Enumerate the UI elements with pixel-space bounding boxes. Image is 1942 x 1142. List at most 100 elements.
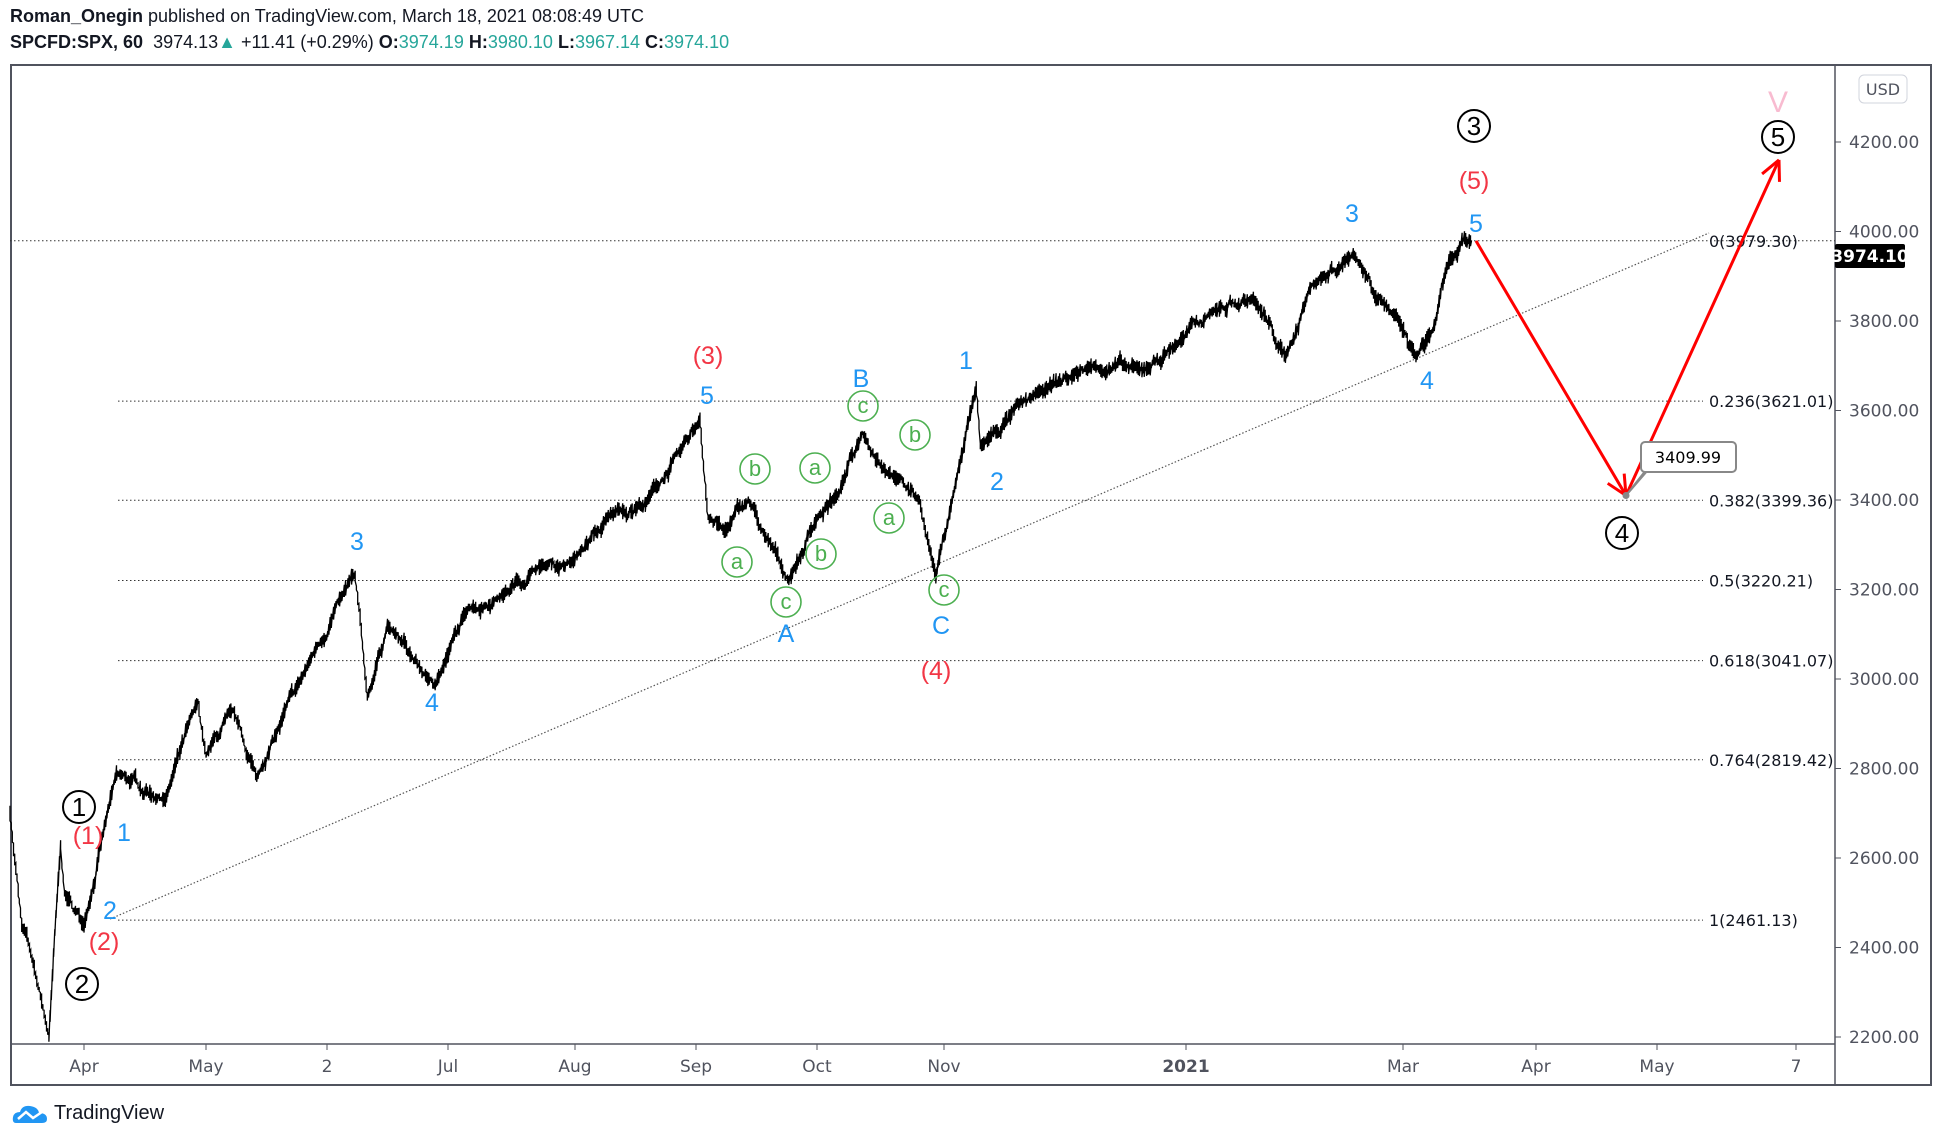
y-tick-label: 2400.00: [1849, 939, 1919, 959]
wave-label-circle: [62, 790, 96, 824]
wave-label-circle: [928, 574, 960, 606]
x-tick-label: 7: [1791, 1057, 1802, 1077]
wave-label: C: [932, 612, 950, 640]
wave-label-circle: [1761, 120, 1795, 154]
y-tick-label: 2200.00: [1849, 1028, 1919, 1048]
logo-text: TradingView: [54, 1102, 165, 1124]
wave-label: 3: [1467, 111, 1481, 141]
wave-label: c: [858, 393, 869, 418]
publish-text: published on TradingView.com, March 18, …: [148, 6, 644, 26]
open-value: 3974.19: [398, 32, 464, 52]
wave-label-circle: [1605, 516, 1639, 550]
ohlc-bar: SPCFD:SPX, 60 3974.13▲ +11.41 (+0.29%) O…: [10, 32, 729, 53]
author: Roman_Onegin: [10, 6, 144, 26]
wave-label: 5: [700, 382, 714, 410]
wave-label-circle: [799, 452, 831, 484]
wave-label: 2: [990, 468, 1004, 496]
wave-label: 3: [350, 528, 364, 556]
close-label: C:: [645, 32, 665, 52]
high-label: H:: [468, 32, 488, 52]
chart-frame[interactable]: [10, 64, 1932, 1086]
x-tick-label: Sep: [680, 1057, 712, 1077]
x-tick-label: Apr: [1521, 1057, 1550, 1077]
wave-label: 5: [1771, 122, 1785, 152]
currency-badge: [1858, 74, 1908, 104]
fib-level-label: 0.5(3220.21): [1709, 571, 1813, 590]
x-tick-label: 2021: [1162, 1057, 1209, 1077]
open-label: O:: [378, 32, 399, 52]
cloud-logo-icon: [12, 1105, 48, 1123]
wave-label: a: [731, 549, 744, 574]
wave-label: (1): [73, 822, 104, 850]
wave-label: c: [781, 589, 792, 614]
wave-label: A: [778, 620, 795, 648]
wave-label: 2: [75, 969, 89, 999]
low-value: 3967.14: [574, 32, 641, 52]
x-tick-label: 2: [322, 1057, 333, 1077]
y-tick-label: 4200.00: [1849, 133, 1919, 153]
fib-level-label: 0.236(3621.01): [1709, 392, 1833, 411]
wave-label: (2): [89, 928, 120, 956]
x-tick-label: Mar: [1387, 1057, 1419, 1077]
wave-label-circle: [721, 546, 753, 578]
publish-info: Roman_Onegin published on TradingView.co…: [10, 6, 644, 27]
wave-label-circle: [770, 586, 802, 618]
fib-level-label: 0.382(3399.36): [1709, 491, 1833, 510]
wave-label: B: [853, 365, 870, 393]
x-tick-label: Nov: [927, 1057, 960, 1077]
wave-label-circle: [739, 453, 771, 485]
y-tick-label: 3000.00: [1849, 670, 1919, 690]
y-tick-label: 3400.00: [1849, 491, 1919, 511]
wave-label: c: [939, 577, 950, 602]
y-tick-label: 2600.00: [1849, 849, 1919, 869]
wave-label: (5): [1459, 167, 1490, 195]
fib-level-label: 0(3979.30): [1709, 232, 1798, 251]
arrowhead-icon: [1606, 482, 1627, 497]
change: +11.41 (+0.29%): [240, 32, 374, 52]
last-price-value: 3974.10: [1831, 247, 1909, 267]
wave-label: V: [1768, 86, 1788, 119]
price-series: [9, 231, 1473, 1042]
y-tick-label: 3800.00: [1849, 312, 1919, 332]
wave-label: 3: [1345, 200, 1359, 228]
last-price: 3974.13: [153, 32, 219, 52]
tradingview-logo[interactable]: TradingView: [12, 1102, 164, 1125]
last-price-badge: [1835, 244, 1905, 268]
y-tick-label: 2800.00: [1849, 760, 1919, 780]
wave-label: 1: [959, 347, 973, 375]
x-tick-label: Oct: [802, 1057, 832, 1077]
wave-label: b: [749, 456, 761, 481]
x-tick-label: Apr: [69, 1057, 98, 1077]
arrowhead-icon: [1622, 473, 1628, 496]
wave-label: 5: [1469, 210, 1483, 238]
fib-level-label: 0.764(2819.42): [1709, 751, 1833, 770]
wave-label-circle: [873, 502, 905, 534]
wave-label: 1: [117, 819, 131, 847]
wave-label: 4: [1420, 367, 1434, 395]
wave-label: 4: [425, 689, 439, 717]
wave-label: 2: [103, 897, 117, 925]
x-tick-label: Jul: [437, 1057, 459, 1077]
fib-level-label: 0.618(3041.07): [1709, 652, 1833, 671]
target-price: 3409.99: [1655, 448, 1721, 467]
close-value: 3974.10: [664, 32, 730, 52]
wave-label: a: [883, 505, 896, 530]
wave-label: b: [815, 541, 827, 566]
arrowhead-icon: [1761, 158, 1780, 176]
wave-label: b: [909, 422, 921, 447]
wave-label-circle: [1457, 109, 1491, 143]
wave-label-circle: [65, 967, 99, 1001]
wave-label: 4: [1615, 518, 1629, 548]
currency-label: USD: [1866, 80, 1900, 99]
x-tick-label: May: [1639, 1057, 1674, 1077]
high-value: 3980.10: [487, 32, 553, 52]
trend-line: [109, 232, 1710, 920]
y-tick-label: 3600.00: [1849, 402, 1919, 422]
y-tick-label: 4000.00: [1849, 223, 1919, 243]
y-tick-label: 3200.00: [1849, 581, 1919, 601]
symbol: SPCFD:SPX, 60: [10, 32, 144, 52]
x-tick-label: May: [188, 1057, 223, 1077]
x-tick-label: Aug: [558, 1057, 591, 1077]
wave-label: a: [809, 455, 822, 480]
